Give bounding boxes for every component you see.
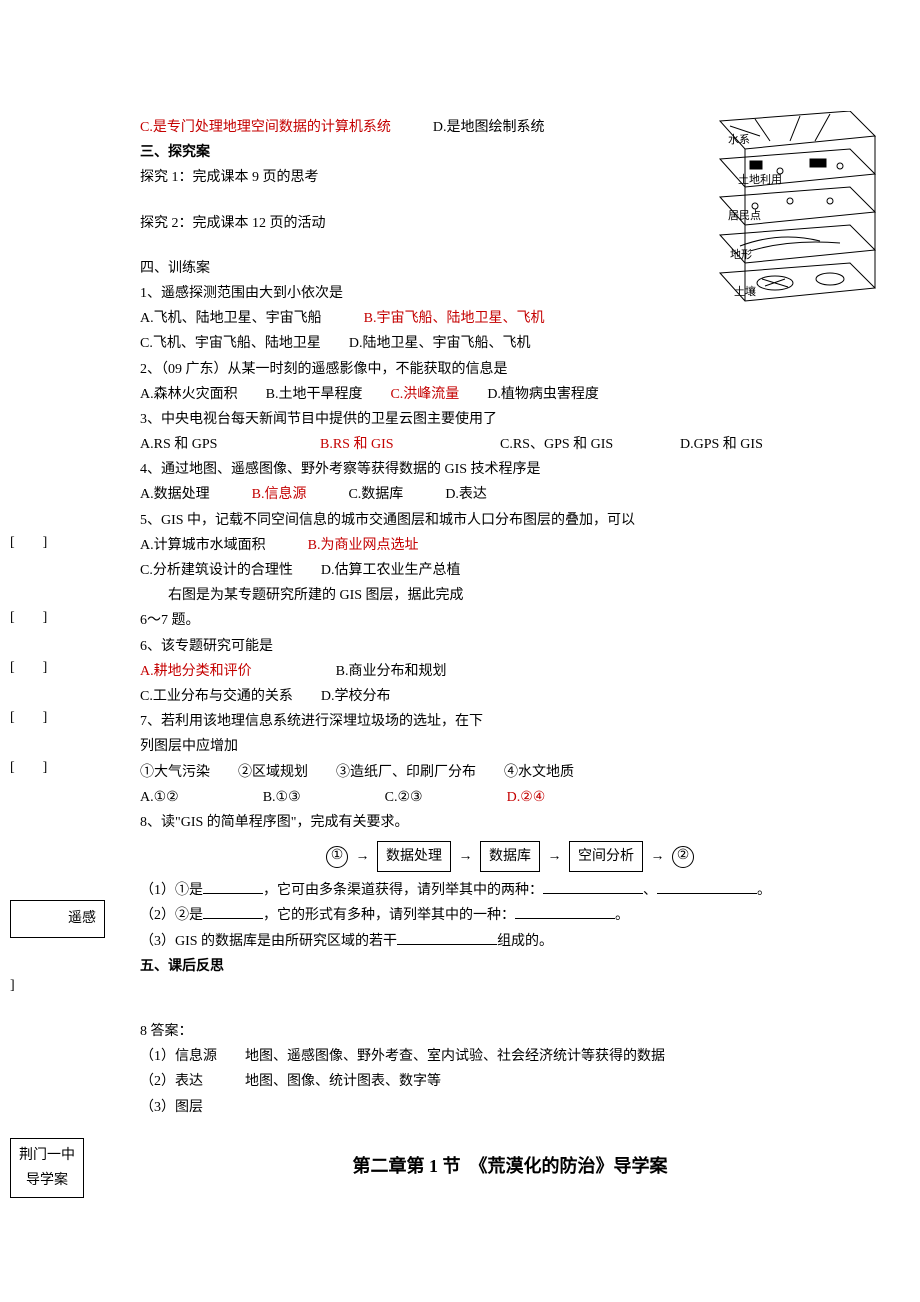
bracket-q6b: [ ] — [10, 705, 47, 730]
q3-opts: A.RS 和 GPSB.RS 和 GISC.RS、GPS 和 GISD.GPS … — [140, 432, 880, 457]
arrow-icon: → — [651, 844, 665, 869]
bracket-fig: [ ] — [10, 605, 47, 630]
q1-row2: C.飞机、宇宙飞船、陆地卫星 D.陆地卫星、宇宙飞船、飞机 — [140, 331, 880, 356]
arrow-icon: → — [356, 844, 370, 869]
flow-node-2: ② — [672, 846, 694, 868]
arrow-icon: → — [459, 844, 473, 869]
chapter-title: 第二章第 1 节 《荒漠化的防治》导学案 — [140, 1150, 880, 1182]
q8-sub1: （1）①是，它可由多条渠道获得，请列举其中的两种：、。 — [140, 878, 880, 903]
arrow-icon: → — [548, 844, 562, 869]
flow-node-1: ① — [326, 846, 348, 868]
answer-3: （3）图层 — [140, 1095, 880, 1120]
q7-items: ①大气污染 ②区域规划 ③造纸厂、印刷厂分布 ④水文地质 — [140, 760, 880, 785]
q6-stem: 6、该专题研究可能是 — [140, 634, 880, 659]
q4-stem: 4、通过地图、遥感图像、野外考察等获得数据的 GIS 技术程序是 — [140, 457, 880, 482]
q2-stem: 2、（09 广东）从某一时刻的遥感影像中，不能获取的信息是 — [140, 357, 880, 382]
q5-row1: A.计算城市水域面积 B.为商业网点选址 — [140, 533, 880, 558]
q8-stem: 8、读"GIS 的简单程序图"，完成有关要求。 — [140, 810, 880, 835]
figure-note-1: 右图是为某专题研究所建的 GIS 图层，据此完成 — [140, 583, 880, 608]
q2-opts: A.森林火灾面积 B.土地干旱程度 C.洪峰流量 D.植物病虫害程度 — [140, 382, 880, 407]
q7-stem: 7、若利用该地理信息系统进行深埋垃圾场的选址，在下 — [140, 709, 880, 734]
figure-note-2: 6～7 题。 — [140, 608, 880, 633]
layer-label-4: 地形 — [730, 248, 752, 261]
q5-stem: 5、GIS 中，记载不同空间信息的城市交通图层和城市人口分布图层的叠加，可以 — [140, 508, 880, 533]
flow-box-2: 数据库 — [480, 841, 540, 872]
answers-heading: 8 答案： — [140, 1019, 880, 1044]
answer-2: （2）表达 地图、图像、统计图表、数字等 — [140, 1069, 880, 1094]
gis-layers-diagram: 水系 土地利用 居民点 地形 土壤 — [700, 111, 880, 311]
q7-stem2: 列图层中应增加 — [140, 734, 880, 759]
bracket-q6: [ ] — [10, 655, 47, 680]
q7-opts: A.①② B.①③ C.②③ D.②④ — [140, 785, 880, 810]
layer-label-1: 水系 — [728, 133, 750, 146]
section-5-heading: 五、课后反思 — [140, 954, 880, 979]
q3-stem: 3、中央电视台每天新闻节目中提供的卫星云图主要使用了 — [140, 407, 880, 432]
q4-opts: A.数据处理 B.信息源 C.数据库 D.表达 — [140, 482, 880, 507]
bracket-q8b: ] — [10, 973, 15, 998]
flow-box-1: 数据处理 — [377, 841, 451, 872]
q8-sub2: （2）②是，它的形式有多种，请列举其中的一种：。 — [140, 903, 880, 928]
sidebar-remote-sensing: 遥感 — [10, 900, 105, 938]
q5-row2: C.分析建筑设计的合理性 D.估算工农业生产总植 — [140, 558, 880, 583]
sidebar-school: 荆门一中 导学案 — [10, 1138, 84, 1198]
answer-1: （1）信息源 地图、遥感图像、野外考查、室内试验、社会经济统计等获得的数据 — [140, 1044, 880, 1069]
flow-box-3: 空间分析 — [569, 841, 643, 872]
gis-flow-diagram: ① → 数据处理 → 数据库 → 空间分析 → ② — [140, 841, 880, 872]
bracket-q7: [ ] — [10, 755, 47, 780]
q6-row2: C.工业分布与交通的关系 D.学校分布 — [140, 684, 880, 709]
q8-sub3: （3）GIS 的数据库是由所研究区域的若干组成的。 — [140, 929, 880, 954]
bracket-q5: [ ] — [10, 530, 47, 555]
q6-row1: A.耕地分类和评价 B.商业分布和规划 — [140, 659, 880, 684]
